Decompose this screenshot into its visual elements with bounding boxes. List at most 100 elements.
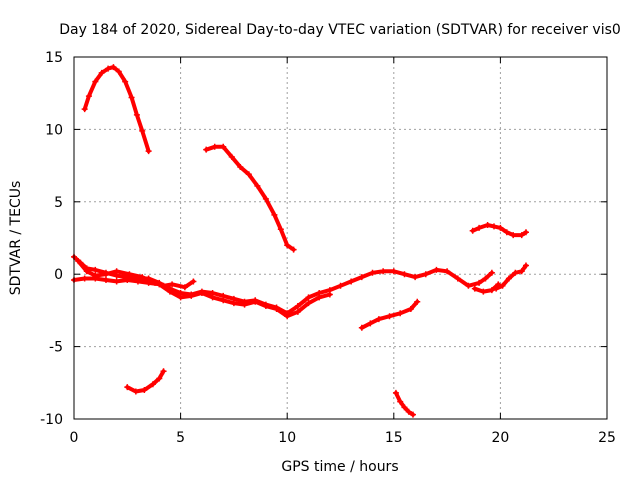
data-point xyxy=(405,408,412,415)
data-point xyxy=(190,278,197,285)
data-point xyxy=(491,223,498,230)
data-point xyxy=(156,375,163,382)
data-point xyxy=(85,93,92,100)
data-point xyxy=(230,300,237,307)
data-point xyxy=(397,398,404,405)
data-point xyxy=(220,143,227,150)
data-point xyxy=(488,287,495,294)
data-point xyxy=(476,224,483,231)
y-tick-label: 15 xyxy=(45,50,63,66)
series-arc-a xyxy=(82,65,151,154)
data-point xyxy=(412,274,419,281)
data-series xyxy=(71,64,529,418)
data-point xyxy=(495,281,502,288)
data-point xyxy=(522,262,529,269)
data-point xyxy=(188,292,195,299)
data-point xyxy=(401,271,408,278)
data-point xyxy=(337,282,344,289)
data-point xyxy=(228,153,235,160)
data-point xyxy=(407,305,414,312)
data-point xyxy=(92,266,99,273)
data-point xyxy=(358,324,365,331)
data-point xyxy=(326,291,333,298)
series-band-main xyxy=(72,254,494,316)
data-point xyxy=(273,305,280,312)
data-point xyxy=(471,285,478,292)
data-point xyxy=(237,164,244,171)
data-point xyxy=(392,389,399,396)
data-point xyxy=(505,275,512,282)
data-point xyxy=(124,384,131,391)
data-point xyxy=(132,388,139,395)
data-point xyxy=(465,282,472,289)
data-point xyxy=(433,266,440,273)
data-point xyxy=(75,258,82,265)
grid-lines xyxy=(74,57,607,419)
data-point xyxy=(422,271,429,278)
data-point xyxy=(386,313,393,320)
data-point xyxy=(512,269,519,276)
y-axis-label: SDTVAR / TECUs xyxy=(8,181,24,296)
data-point xyxy=(348,278,355,285)
series-arc-b xyxy=(204,144,296,252)
data-point xyxy=(141,387,148,394)
data-point xyxy=(81,275,88,282)
data-point xyxy=(518,232,525,239)
data-point xyxy=(367,320,374,327)
data-point xyxy=(245,171,252,178)
data-point xyxy=(133,111,140,118)
data-point xyxy=(113,268,120,275)
data-point xyxy=(160,368,167,375)
data-point xyxy=(139,127,146,134)
data-point xyxy=(518,268,525,275)
data-point xyxy=(522,229,529,236)
data-point xyxy=(105,65,112,72)
x-axis-label: GPS time / hours xyxy=(281,459,398,475)
data-point xyxy=(409,411,416,418)
data-point xyxy=(92,78,99,85)
data-point xyxy=(380,268,387,275)
data-point xyxy=(166,288,173,295)
data-point xyxy=(209,294,216,301)
data-point xyxy=(139,274,146,281)
data-point xyxy=(92,272,99,279)
data-point xyxy=(203,146,210,153)
data-point xyxy=(305,300,312,307)
data-point xyxy=(160,282,167,289)
data-point xyxy=(241,301,248,308)
series-band-right2 xyxy=(472,282,501,294)
data-point xyxy=(305,294,312,301)
data-point xyxy=(134,278,141,285)
data-point xyxy=(122,78,129,85)
x-tick-label: 10 xyxy=(278,430,296,446)
data-point xyxy=(390,268,397,275)
data-point xyxy=(414,298,421,305)
data-point xyxy=(271,211,278,218)
data-point xyxy=(110,64,117,71)
x-tick-label: 0 xyxy=(70,430,79,446)
data-point xyxy=(169,281,176,288)
data-point xyxy=(290,246,297,253)
x-tick-label: 15 xyxy=(385,430,403,446)
x-tick-label: 5 xyxy=(176,430,185,446)
data-point xyxy=(284,313,291,320)
data-point xyxy=(444,268,451,275)
data-point xyxy=(294,308,301,315)
data-point xyxy=(211,143,218,150)
data-point xyxy=(262,195,269,202)
data-point xyxy=(316,294,323,301)
data-point xyxy=(499,282,506,289)
data-point xyxy=(375,316,382,323)
data-point xyxy=(124,276,131,283)
y-tick-label: -10 xyxy=(40,412,63,428)
data-point xyxy=(484,221,491,228)
data-point xyxy=(358,274,365,281)
data-point xyxy=(128,94,135,101)
y-tick-label: -5 xyxy=(49,340,63,356)
data-point xyxy=(83,268,90,275)
data-point xyxy=(510,232,517,239)
data-point xyxy=(149,381,156,388)
y-tick-label: 10 xyxy=(45,122,63,138)
series-arc-f xyxy=(470,223,528,238)
